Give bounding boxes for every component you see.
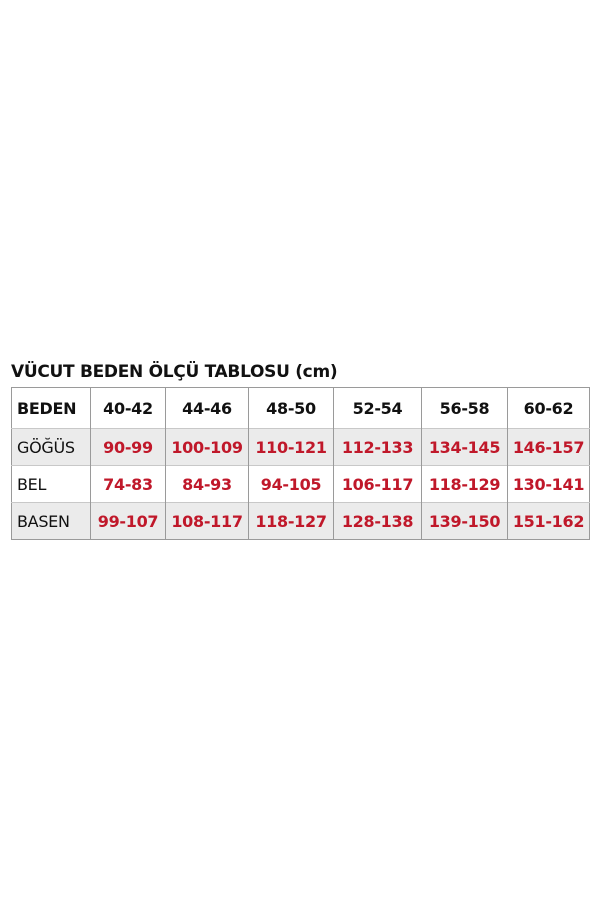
table-cell: 146-157 xyxy=(507,428,590,466)
table-cell: 151-162 xyxy=(507,502,590,540)
table-cell: 134-145 xyxy=(421,428,508,466)
table-row-bel: BEL 74-83 84-93 94-105 106-117 118-129 1… xyxy=(11,465,590,503)
table-cell: 130-141 xyxy=(507,465,590,503)
row-label: BASEN xyxy=(11,502,91,540)
table-cell: 108-117 xyxy=(165,502,249,540)
table-cell: 94-105 xyxy=(248,465,334,503)
table-cell: 90-99 xyxy=(90,428,166,466)
table-cell: 106-117 xyxy=(333,465,422,503)
header-cell: 60-62 xyxy=(507,387,590,429)
header-cell: 44-46 xyxy=(165,387,249,429)
table-cell: 110-121 xyxy=(248,428,334,466)
table-cell: 84-93 xyxy=(165,465,249,503)
header-cell: 48-50 xyxy=(248,387,334,429)
table-cell: 112-133 xyxy=(333,428,422,466)
table-row-basen: BASEN 99-107 108-117 118-127 128-138 139… xyxy=(11,502,590,540)
row-label: BEL xyxy=(11,465,91,503)
table-title: VÜCUT BEDEN ÖLÇÜ TABLOSU (cm) xyxy=(11,362,338,382)
size-chart-table: BEDEN 40-42 44-46 48-50 52-54 56-58 60-6… xyxy=(11,387,590,540)
table-cell: 139-150 xyxy=(421,502,508,540)
table-cell: 74-83 xyxy=(90,465,166,503)
header-cell: 56-58 xyxy=(421,387,508,429)
header-cell: 52-54 xyxy=(333,387,422,429)
table-cell: 100-109 xyxy=(165,428,249,466)
row-label: GÖĞÜS xyxy=(11,428,91,466)
table-cell: 99-107 xyxy=(90,502,166,540)
header-cell: BEDEN xyxy=(17,398,77,418)
header-cell: 40-42 xyxy=(90,387,166,429)
table-cell: 118-129 xyxy=(421,465,508,503)
table-row-gogus: GÖĞÜS 90-99 100-109 110-121 112-133 134-… xyxy=(11,428,590,466)
table-cell: 128-138 xyxy=(333,502,422,540)
header-row: BEDEN 40-42 44-46 48-50 52-54 56-58 60-6… xyxy=(12,387,590,429)
table-cell: 118-127 xyxy=(248,502,334,540)
